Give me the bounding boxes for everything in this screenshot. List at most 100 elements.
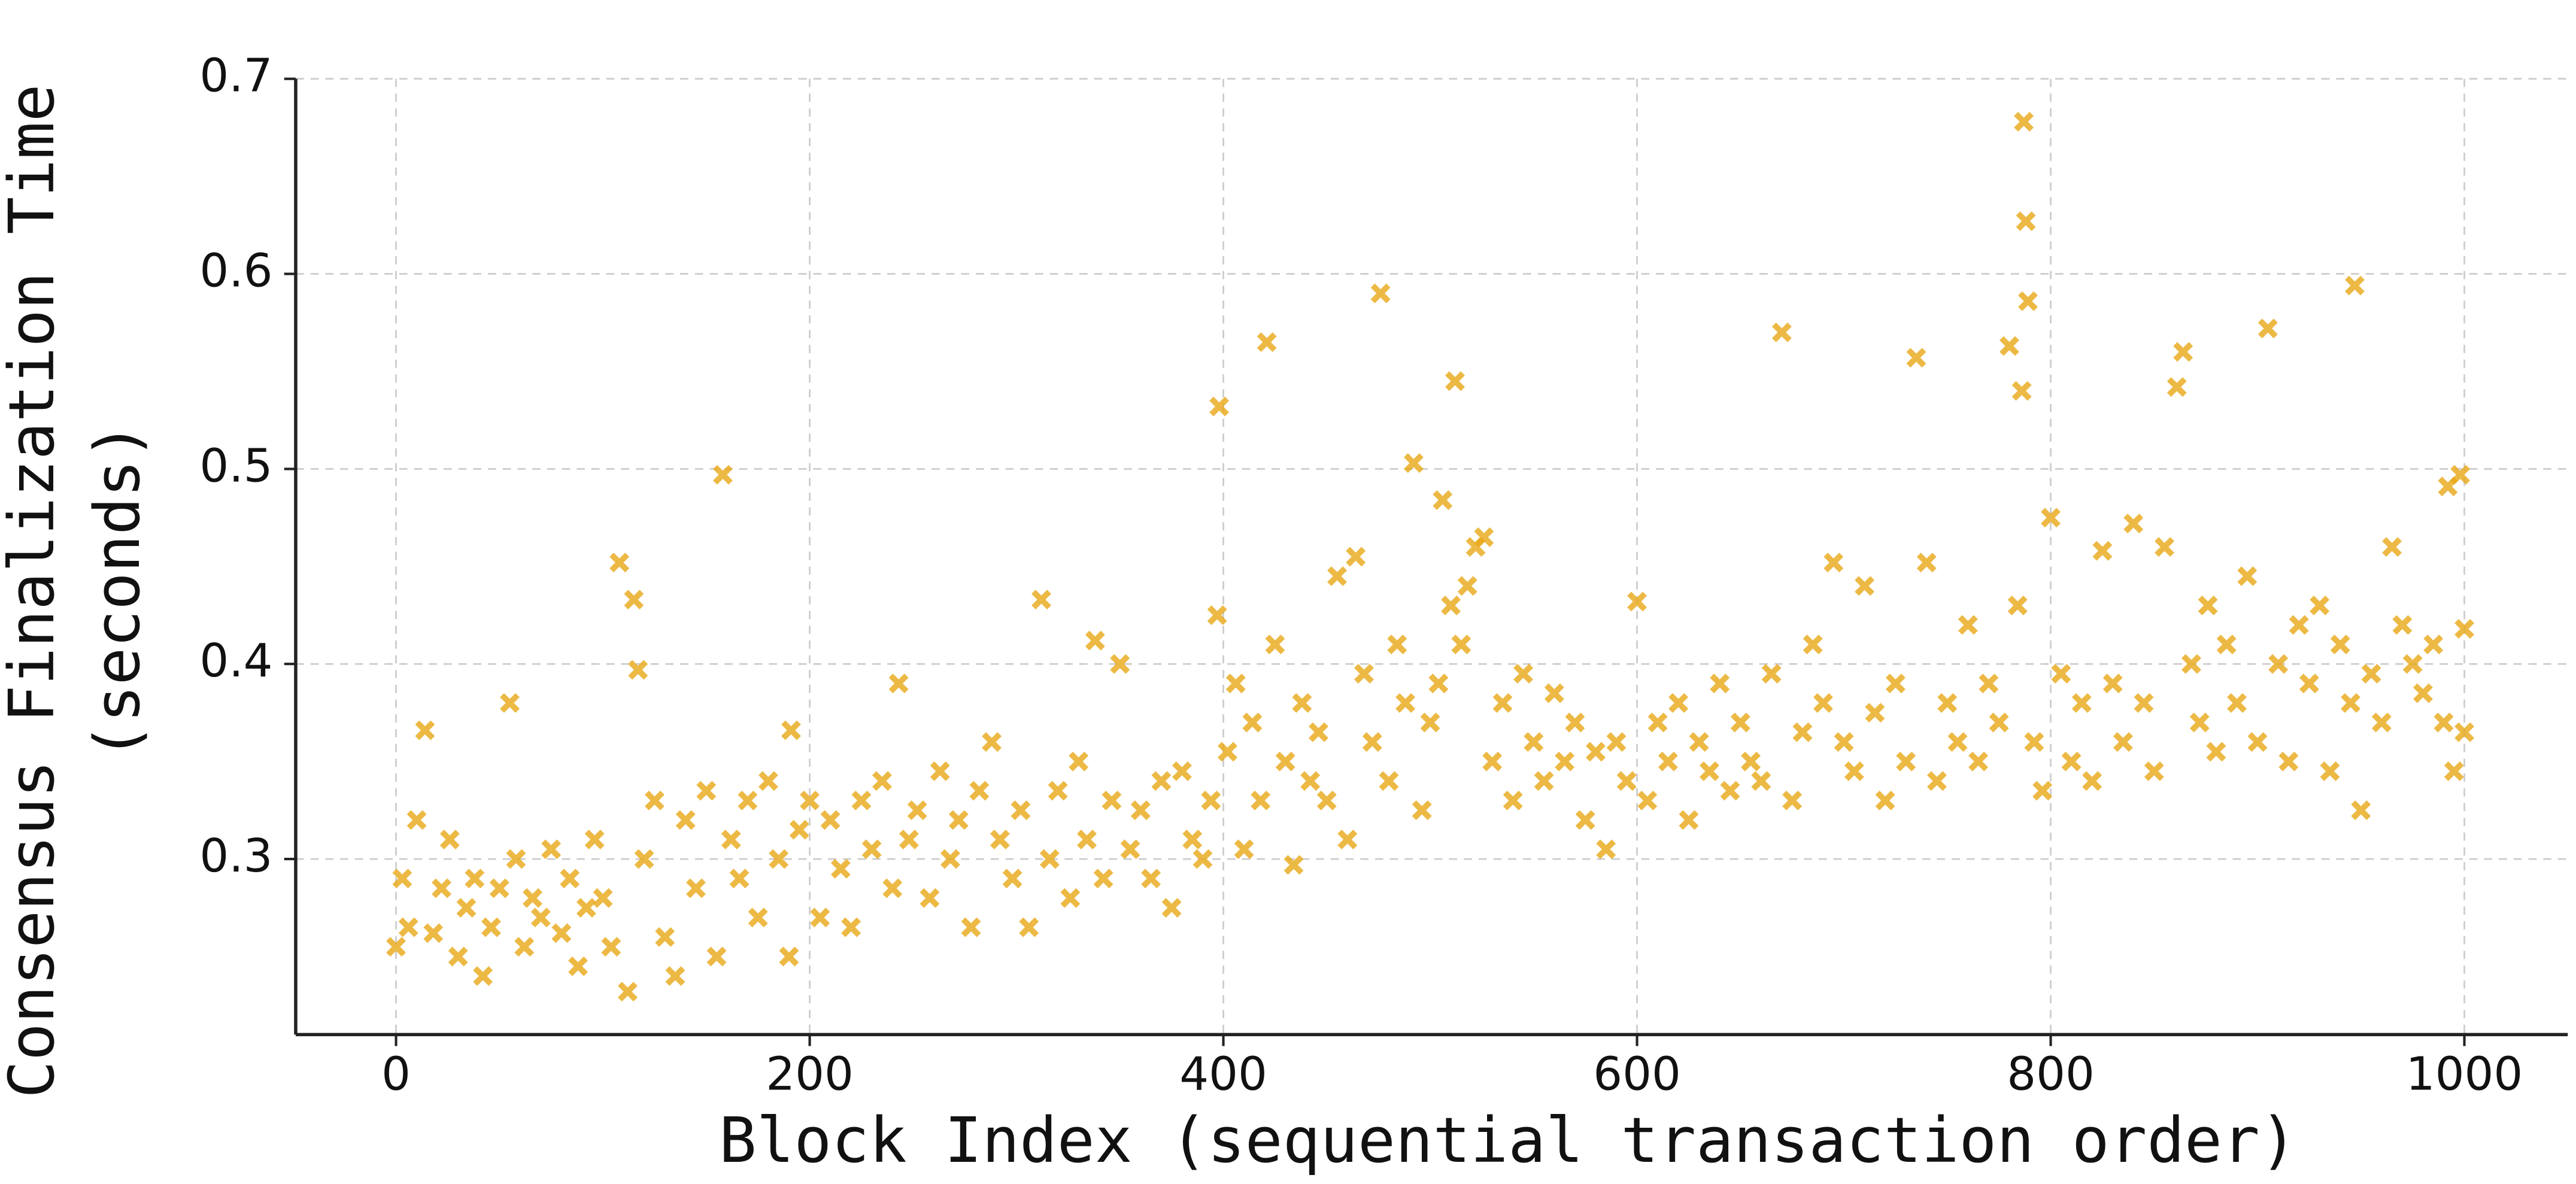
point [2402, 654, 2423, 674]
point [2289, 615, 2309, 635]
point [1627, 591, 1647, 612]
point [1720, 781, 1740, 801]
x-tick-label: 0 [381, 1048, 411, 1101]
point [830, 858, 851, 879]
point [634, 849, 654, 869]
point [888, 673, 909, 694]
point [1565, 712, 1585, 733]
point [2423, 634, 2444, 655]
point [1855, 576, 1875, 596]
point [448, 946, 468, 967]
point [481, 917, 501, 937]
point [1616, 771, 1637, 791]
point [930, 761, 950, 781]
point [2320, 761, 2340, 781]
point [1251, 790, 1271, 810]
point [1337, 830, 1358, 849]
point [1193, 849, 1213, 869]
point [1896, 751, 1916, 772]
point [456, 898, 477, 918]
point [1441, 596, 1461, 615]
point [551, 923, 572, 943]
point [1575, 810, 1595, 830]
point [1947, 732, 1968, 752]
point [1362, 732, 1382, 752]
point [1151, 771, 1172, 791]
point [1284, 855, 1304, 875]
point [1585, 742, 1606, 762]
point [1292, 693, 1312, 713]
point [576, 898, 596, 918]
point [386, 937, 406, 957]
point [601, 937, 621, 957]
point [969, 781, 990, 801]
point [1002, 869, 1022, 889]
point [2007, 596, 2028, 615]
point [1031, 590, 1051, 610]
point [392, 869, 412, 889]
point [1606, 732, 1627, 752]
point [1445, 371, 1465, 391]
point [851, 790, 872, 810]
point [1544, 683, 1564, 703]
point [1927, 771, 1947, 791]
point [2216, 634, 2237, 655]
point [473, 966, 493, 986]
point [624, 590, 644, 610]
point [2189, 712, 2210, 733]
point [500, 693, 520, 713]
point [1782, 790, 1803, 810]
point [665, 966, 685, 986]
point [1077, 830, 1097, 849]
point [1668, 693, 1689, 713]
point [961, 917, 981, 937]
point [1710, 673, 1730, 694]
point [628, 660, 648, 680]
point [2299, 673, 2319, 694]
point [489, 878, 509, 898]
x-axis-label: Block Index (sequential transaction orde… [719, 1104, 2298, 1177]
point [1048, 781, 1068, 801]
x-tick-label: 400 [1179, 1048, 1267, 1101]
point [2051, 664, 2071, 684]
point [1844, 761, 1864, 781]
point [541, 839, 562, 860]
point [1234, 839, 1254, 860]
point [1039, 849, 1060, 869]
point [2016, 211, 2036, 232]
point [1346, 547, 1366, 567]
point [940, 849, 960, 869]
y-tick-label: 0.5 [199, 439, 272, 493]
point [1534, 771, 1554, 791]
point [810, 907, 830, 928]
point [2344, 275, 2365, 296]
point [2382, 537, 2402, 557]
point [2082, 771, 2102, 791]
point [2310, 596, 2330, 615]
point [1937, 693, 1958, 713]
point [1989, 712, 2009, 733]
point [1792, 722, 1813, 742]
point [1875, 790, 1895, 810]
point [644, 790, 665, 810]
point [1751, 771, 1771, 791]
point [2454, 722, 2474, 742]
point [1161, 898, 1182, 918]
point [738, 790, 758, 810]
point [1761, 664, 1782, 684]
point [789, 819, 809, 840]
point [769, 849, 789, 869]
point [1275, 751, 1295, 772]
point [1209, 396, 1230, 417]
point [706, 946, 727, 967]
point [1906, 348, 1926, 368]
point [530, 907, 551, 928]
point [1011, 800, 1031, 821]
point [1457, 576, 1477, 596]
point [841, 917, 861, 937]
point [1823, 552, 1844, 573]
point [2167, 377, 2187, 397]
point [2102, 673, 2123, 694]
point [2061, 751, 2082, 772]
